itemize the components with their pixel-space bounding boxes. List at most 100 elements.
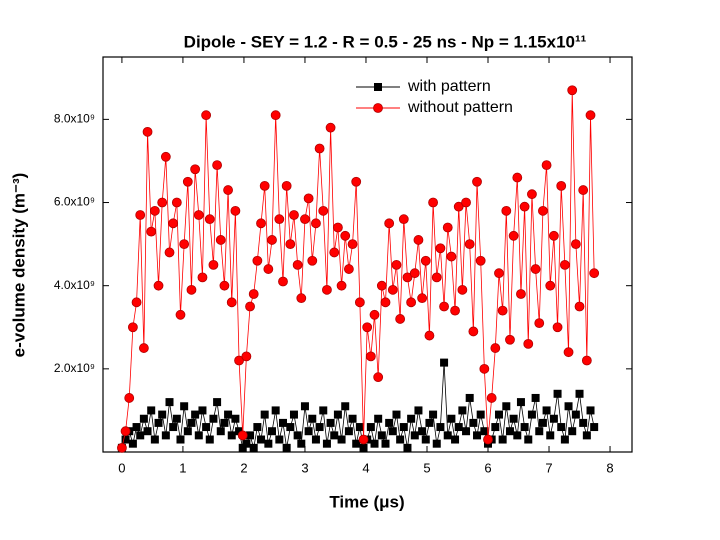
data-point	[450, 305, 460, 316]
data-point	[318, 205, 329, 216]
data-point	[407, 414, 416, 423]
data-point	[171, 197, 182, 208]
data-point	[574, 301, 585, 312]
data-point	[201, 110, 212, 121]
data-point	[296, 293, 307, 304]
data-point	[219, 280, 230, 291]
data-point	[278, 418, 287, 427]
data-point	[257, 435, 266, 444]
data-point	[341, 402, 350, 411]
data-point	[473, 431, 482, 440]
data-point	[403, 443, 412, 452]
x-tick-label: 7	[545, 460, 552, 475]
x-tick-label: 6	[484, 460, 491, 475]
data-point	[472, 176, 482, 187]
data-point	[549, 414, 558, 423]
data-point	[205, 435, 214, 444]
data-point	[406, 297, 417, 308]
data-point	[347, 239, 358, 250]
data-point	[315, 423, 324, 432]
data-point	[343, 264, 354, 274]
data-point	[249, 443, 258, 452]
y-axis-label: e-volume density (m⁻³)	[9, 173, 28, 358]
data-point	[428, 197, 438, 208]
data-point	[436, 423, 445, 432]
data-point	[193, 210, 204, 220]
data-point	[535, 427, 544, 436]
data-point	[570, 239, 581, 250]
data-point	[245, 301, 255, 312]
data-point	[501, 205, 512, 216]
data-point	[538, 205, 548, 216]
data-point	[498, 435, 507, 444]
data-point	[568, 427, 577, 436]
data-point	[143, 427, 152, 436]
data-point	[519, 201, 530, 212]
data-point	[418, 427, 427, 436]
data-point	[516, 289, 526, 299]
data-point	[264, 439, 273, 448]
data-point	[303, 193, 314, 204]
x-tick-label: 3	[301, 460, 308, 475]
data-point	[374, 414, 383, 423]
data-point	[447, 414, 456, 423]
data-point	[187, 418, 196, 427]
series-line	[121, 362, 595, 450]
series	[117, 85, 600, 453]
data-point	[557, 423, 566, 432]
data-point	[190, 164, 201, 175]
y-tick-label: 2.0x10⁹	[54, 361, 95, 375]
data-point	[271, 406, 280, 415]
data-point	[505, 427, 514, 436]
chart-title: Dipole - SEY = 1.2 - R = 0.5 - 25 ns - N…	[184, 32, 587, 51]
data-point	[461, 197, 471, 208]
data-point	[351, 176, 362, 187]
data-point	[439, 301, 449, 312]
data-point	[336, 280, 347, 291]
data-point	[136, 431, 145, 440]
data-point	[589, 268, 600, 279]
data-point	[516, 398, 525, 407]
data-point	[366, 423, 375, 432]
data-point	[354, 297, 365, 308]
data-point	[138, 343, 149, 353]
data-point	[237, 430, 248, 441]
data-point	[494, 410, 503, 419]
data-point	[479, 363, 490, 374]
data-point	[242, 439, 251, 448]
legend-label: with pattern	[407, 78, 491, 95]
data-point	[414, 406, 423, 415]
data-point	[553, 389, 562, 398]
data-point	[505, 334, 515, 345]
data-point	[149, 205, 160, 216]
data-point	[278, 276, 288, 287]
data-point	[494, 268, 504, 279]
data-point	[150, 435, 159, 444]
data-point	[307, 255, 318, 266]
data-point	[326, 418, 335, 427]
data-point	[165, 398, 174, 407]
data-point	[176, 435, 185, 444]
data-point	[135, 210, 146, 220]
data-point	[560, 435, 569, 444]
data-point	[179, 239, 190, 250]
data-point	[464, 239, 475, 250]
data-point	[333, 222, 343, 233]
data-point	[417, 293, 428, 304]
data-point	[270, 110, 281, 121]
data-point	[443, 431, 452, 440]
data-point	[398, 214, 409, 225]
data-point	[575, 389, 584, 398]
data-point	[197, 272, 208, 283]
data-point	[157, 197, 168, 208]
data-point	[329, 247, 340, 258]
data-point	[300, 214, 310, 225]
data-point	[330, 431, 339, 440]
data-point	[175, 309, 186, 320]
data-point	[172, 414, 181, 423]
data-point	[429, 410, 438, 419]
data-point	[146, 226, 157, 237]
data-point	[241, 351, 252, 362]
data-point	[454, 423, 463, 432]
data-point	[215, 235, 226, 245]
